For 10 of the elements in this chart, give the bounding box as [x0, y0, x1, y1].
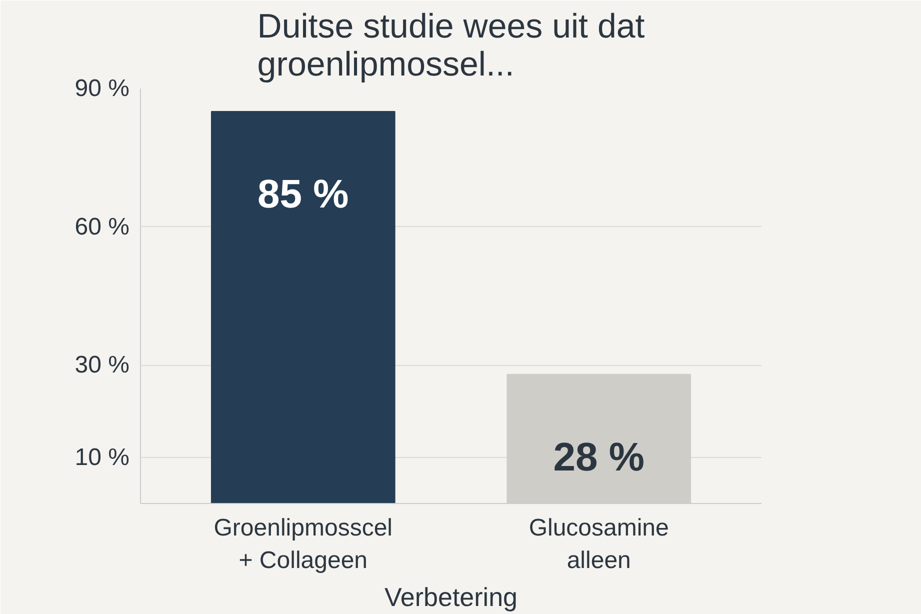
data-label: 28 % — [553, 435, 644, 480]
y-tick-label: 60 % — [74, 213, 130, 240]
y-tick-label: 30 % — [74, 352, 130, 379]
x-axis-title: Verbetering — [384, 582, 518, 612]
y-tick-label: 90 % — [74, 75, 130, 102]
x-tick-label: Groenlipmosscel + Collageen — [214, 514, 393, 574]
x-tick-label: Glucosamine alleen — [528, 514, 669, 574]
chart-title: Duitse studie wees uit dat groenlipmossel... — [257, 8, 646, 84]
data-label: 85 % — [258, 172, 349, 217]
y-tick-label: 10 % — [74, 444, 130, 471]
